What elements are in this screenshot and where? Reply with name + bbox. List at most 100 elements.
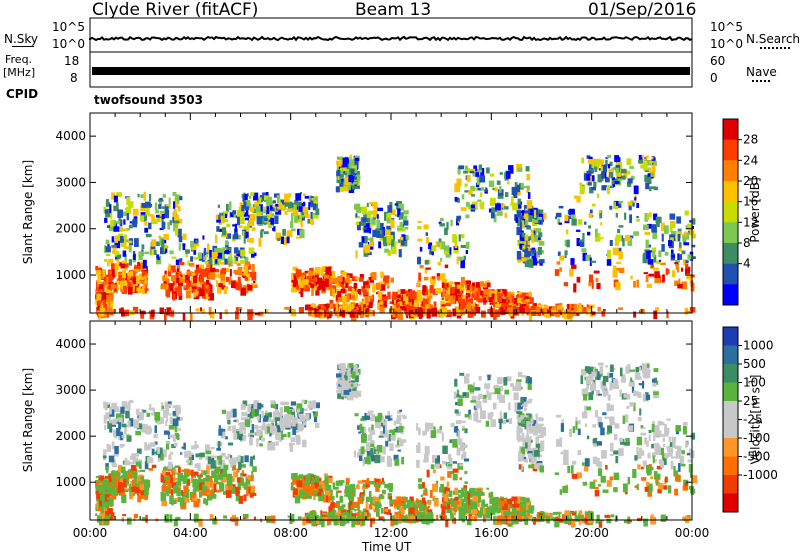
data-cell (403, 293, 407, 301)
data-cell (126, 470, 129, 473)
data-cell (569, 303, 572, 310)
data-cell (255, 408, 259, 416)
data-cell (182, 273, 185, 280)
data-cell (386, 213, 392, 221)
data-cell (124, 266, 127, 270)
data-cell (463, 502, 468, 506)
data-cell (358, 449, 362, 458)
data-cell (176, 265, 180, 272)
data-cell (381, 419, 385, 423)
data-cell (367, 434, 373, 441)
data-cell (535, 436, 539, 444)
data-cell (614, 205, 619, 210)
data-cell (507, 304, 512, 308)
data-cell (170, 489, 174, 498)
data-cell (576, 276, 581, 283)
data-cell (193, 292, 196, 298)
data-cell (330, 502, 336, 508)
data-cell (133, 271, 136, 280)
data-cell (526, 502, 531, 511)
data-cell (658, 482, 664, 490)
data-cell (593, 479, 597, 482)
data-cell (232, 234, 239, 240)
data-cell (488, 180, 495, 188)
data-cell (466, 201, 470, 207)
data-cell (612, 367, 616, 370)
data-cell (176, 265, 179, 269)
data-cell (526, 299, 530, 309)
data-cell (315, 402, 320, 409)
data-cell (538, 259, 545, 264)
data-cell (242, 434, 247, 441)
data-cell (165, 274, 168, 279)
data-cell (240, 249, 246, 257)
data-cell (516, 210, 521, 218)
data-cell (670, 442, 673, 447)
data-cell (390, 309, 393, 315)
data-cell (437, 241, 441, 248)
data-cell (480, 187, 485, 191)
data-cell (224, 218, 228, 222)
data-cell (386, 509, 391, 515)
data-cell (655, 478, 659, 484)
data-cell (376, 234, 382, 238)
data-cell (503, 412, 508, 419)
data-cell (647, 489, 652, 497)
data-cell (535, 443, 541, 452)
data-cell (436, 428, 443, 434)
data-cell (591, 187, 596, 191)
data-cell (631, 384, 635, 393)
data-cell (293, 273, 299, 276)
data-cell (400, 306, 406, 311)
data-cell (412, 307, 418, 315)
data-cell (588, 225, 591, 229)
data-cell (362, 206, 368, 215)
data-cell (581, 411, 588, 419)
data-cell (496, 392, 502, 400)
data-cell (533, 228, 538, 234)
data-cell (357, 221, 361, 231)
data-cell (592, 203, 596, 207)
data-cell (399, 236, 404, 244)
data-cell (197, 475, 203, 478)
data-cell (112, 245, 117, 253)
data-cell (559, 437, 563, 444)
data-cell (651, 424, 655, 433)
data-cell (454, 196, 458, 202)
data-cell (247, 237, 251, 243)
data-cell (609, 172, 614, 178)
data-cell (158, 204, 162, 209)
data-cell (248, 486, 251, 494)
data-cell (521, 210, 526, 216)
data-cell (687, 254, 693, 260)
data-cell (689, 274, 692, 284)
data-cell (203, 499, 207, 504)
data-cell (424, 487, 427, 492)
data-cell (660, 262, 666, 265)
data-cell (652, 230, 657, 240)
data-cell (485, 508, 490, 513)
data-cell (132, 208, 139, 216)
data-cell (368, 227, 371, 234)
data-cell (186, 494, 190, 498)
data-cell (272, 200, 276, 204)
data-cell (460, 301, 466, 310)
data-cell (160, 454, 164, 461)
data-cell (217, 248, 222, 257)
data-cell (309, 268, 313, 273)
data-cell (307, 218, 314, 225)
data-cell (142, 286, 145, 295)
data-cell (386, 218, 391, 224)
power-colorbar-frame (722, 118, 739, 306)
data-cell (138, 280, 142, 284)
station-title: Clyde River (fitACF) (92, 0, 259, 20)
data-cell (470, 185, 475, 192)
data-cell (328, 311, 332, 319)
data-cell (297, 283, 302, 292)
data-cell (217, 204, 220, 208)
data-cell (321, 307, 325, 311)
data-cell (459, 443, 465, 452)
data-cell (176, 428, 181, 431)
data-cell (507, 506, 513, 509)
data-cell (243, 226, 250, 232)
